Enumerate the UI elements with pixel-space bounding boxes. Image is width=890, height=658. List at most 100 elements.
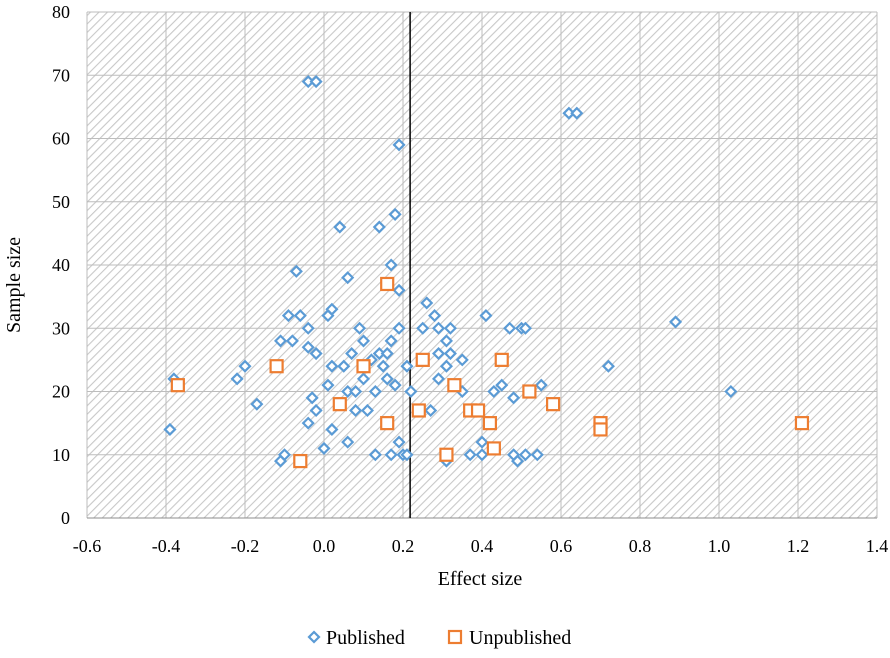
legend-unpublished-label: Unpublished bbox=[469, 627, 571, 649]
published-point bbox=[301, 321, 315, 335]
published-point bbox=[510, 454, 525, 468]
published-point bbox=[273, 454, 288, 468]
published-point bbox=[534, 378, 548, 392]
published-point bbox=[368, 384, 382, 399]
published-point bbox=[341, 435, 355, 449]
published-point bbox=[281, 309, 296, 323]
published-point bbox=[230, 372, 244, 386]
published-point bbox=[392, 138, 406, 152]
published-point bbox=[475, 448, 489, 462]
x-tick-label: 0.2 bbox=[392, 536, 415, 556]
published-point bbox=[356, 334, 371, 348]
y-tick-label: 70 bbox=[52, 65, 70, 85]
published-point bbox=[250, 397, 264, 411]
published-point bbox=[570, 106, 584, 120]
legend-unpublished-marker bbox=[447, 629, 463, 645]
published-point bbox=[325, 359, 339, 373]
published-point bbox=[384, 448, 398, 462]
published-point bbox=[317, 441, 331, 455]
published-point bbox=[431, 372, 446, 386]
published-point bbox=[416, 321, 430, 335]
published-point bbox=[455, 353, 469, 367]
unpublished-point bbox=[470, 403, 486, 418]
published-point bbox=[285, 334, 299, 348]
x-tick-label: -0.6 bbox=[73, 536, 102, 556]
y-tick-label: 50 bbox=[52, 192, 70, 212]
published-point bbox=[384, 334, 398, 348]
published-point bbox=[475, 435, 489, 449]
published-point bbox=[495, 378, 509, 392]
published-point bbox=[384, 258, 398, 272]
x-tick-label: 0.0 bbox=[313, 536, 336, 556]
published-point bbox=[349, 403, 363, 418]
published-point bbox=[380, 346, 394, 361]
unpublished-point bbox=[545, 397, 561, 412]
published-point bbox=[337, 359, 351, 373]
unpublished-point bbox=[415, 352, 430, 367]
published-point bbox=[368, 448, 382, 462]
published-point bbox=[439, 359, 454, 373]
published-point bbox=[388, 378, 402, 392]
published-point bbox=[431, 321, 446, 335]
y-tick-label: 20 bbox=[52, 382, 70, 402]
published-point bbox=[507, 391, 521, 405]
tick-labels: -0.6 -0.4 -0.2 0.0 0.2 0.4 0.6 0.8 1.0 1.2 1.4 0 10 2… bbox=[52, 2, 888, 556]
x-tick-label: 1.2 bbox=[787, 536, 810, 556]
legend-published-marker bbox=[307, 630, 321, 644]
y-tick-label: 80 bbox=[52, 2, 70, 22]
x-axis-label: Effect size bbox=[438, 568, 523, 590]
y-tick-label: 30 bbox=[52, 318, 70, 338]
published-point bbox=[463, 448, 477, 462]
published-point bbox=[388, 207, 402, 221]
published-point bbox=[404, 384, 418, 399]
published-point bbox=[443, 346, 457, 361]
published-point bbox=[530, 448, 544, 462]
published-point bbox=[289, 264, 303, 278]
published-point bbox=[372, 220, 386, 234]
published-point bbox=[668, 315, 683, 329]
published-point bbox=[273, 334, 288, 348]
unpublished-point bbox=[170, 378, 185, 393]
legend-published-label: Published bbox=[326, 627, 405, 649]
published-point bbox=[301, 416, 315, 430]
published-point bbox=[301, 340, 315, 354]
published-point bbox=[321, 378, 335, 392]
unpublished-point bbox=[293, 453, 308, 469]
y-tick-label: 10 bbox=[52, 445, 70, 465]
unpublished-point bbox=[522, 384, 537, 399]
gridlines bbox=[86, 11, 878, 519]
published-point bbox=[360, 403, 375, 418]
unpublished-point bbox=[486, 441, 501, 456]
published-point bbox=[392, 283, 406, 297]
published-point bbox=[443, 321, 457, 335]
published-point bbox=[420, 296, 434, 310]
published-point bbox=[503, 321, 517, 335]
data-points bbox=[163, 75, 810, 469]
unpublished-point bbox=[593, 422, 608, 437]
y-tick-label: 40 bbox=[52, 255, 70, 275]
x-tick-label: -0.4 bbox=[152, 536, 181, 556]
published-point bbox=[400, 448, 414, 462]
x-tick-label: 1.4 bbox=[866, 536, 889, 556]
published-point bbox=[309, 75, 323, 89]
unpublished-point bbox=[439, 447, 454, 462]
unpublished-point bbox=[494, 352, 509, 367]
published-point bbox=[238, 359, 252, 373]
published-point bbox=[392, 321, 406, 335]
published-point bbox=[341, 271, 355, 285]
published-point bbox=[424, 403, 438, 418]
x-tick-label: 0.4 bbox=[471, 536, 494, 556]
y-tick-label: 0 bbox=[61, 508, 70, 528]
unpublished-point bbox=[332, 397, 347, 412]
unpublished-point bbox=[380, 416, 395, 431]
published-point bbox=[345, 346, 359, 361]
unpublished-point bbox=[447, 378, 462, 393]
legend: Published Unpublished bbox=[307, 627, 571, 649]
y-tick-label: 60 bbox=[52, 129, 70, 149]
unpublished-point bbox=[794, 416, 810, 431]
published-point bbox=[309, 403, 323, 418]
x-tick-label: 0.8 bbox=[629, 536, 652, 556]
published-point bbox=[392, 435, 406, 449]
published-point bbox=[333, 220, 347, 234]
